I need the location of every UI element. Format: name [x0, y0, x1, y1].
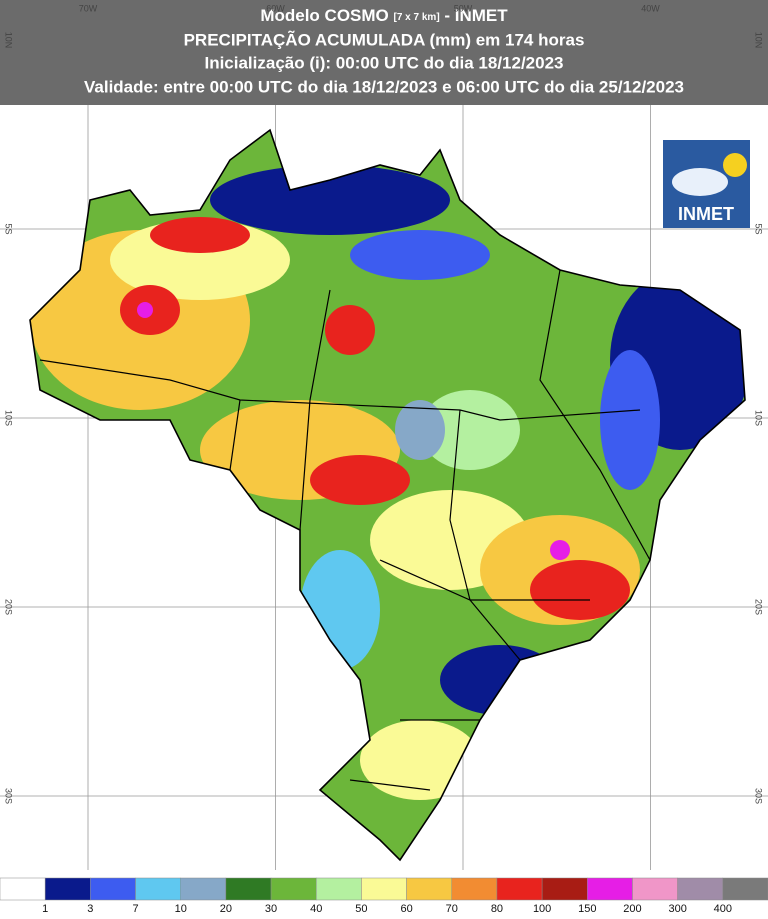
- legend-swatch: [677, 877, 724, 901]
- header-bar: [0, 0, 768, 105]
- legend-swatch: [0, 877, 46, 901]
- title-line-2: PRECIPITAÇÃO ACUMULADA (mm) em 174 horas: [184, 29, 585, 49]
- legend-label: 7: [132, 903, 138, 915]
- legend-label: 400: [714, 903, 732, 915]
- lat-label-right: 10N: [754, 32, 764, 49]
- legend-swatch: [406, 877, 453, 901]
- state-borders: [39, 269, 651, 791]
- lat-label-left: 10N: [4, 32, 14, 49]
- legend-swatch: [180, 877, 227, 901]
- legend-label: 150: [578, 903, 596, 915]
- legend-label: 10: [175, 903, 187, 915]
- legend-swatch: [361, 877, 407, 901]
- lat-label-right: 10S: [754, 410, 764, 426]
- lon-label: 70W: [79, 3, 98, 13]
- legend-label: 40: [310, 903, 322, 915]
- legend-label: 300: [668, 903, 686, 915]
- model: Modelo COSMO: [260, 6, 388, 25]
- legend-label: 60: [400, 903, 412, 915]
- lat-label-right: 20S: [754, 599, 764, 615]
- legend: 1 3 7 10 20 30 40 50 60 70 80 100 150 200 300 400: [0, 877, 768, 915]
- lat-label-right: 5S: [754, 223, 764, 234]
- legend-swatch: [225, 877, 272, 901]
- legend-label: 70: [446, 903, 458, 915]
- legend-swatch: [315, 877, 362, 901]
- legend-swatch: [496, 877, 543, 901]
- legend-swatch: [135, 877, 181, 901]
- legend-swatch: [451, 877, 498, 901]
- source: - INMET: [444, 6, 508, 25]
- legend-swatch: [541, 877, 588, 901]
- lat-label-left: 30S: [4, 788, 14, 804]
- legend-label: 50: [355, 903, 367, 915]
- legend-label: 100: [533, 903, 551, 915]
- logo-text: INMET: [678, 204, 734, 224]
- lon-label: 60W: [266, 3, 285, 13]
- lat-label-left: 5S: [4, 223, 14, 234]
- legend-label: 1: [42, 903, 48, 915]
- legend-swatch: [722, 877, 768, 901]
- lat-label-left: 10S: [4, 410, 14, 426]
- legend-label: 200: [623, 903, 641, 915]
- legend-label: 20: [220, 903, 232, 915]
- legend-swatch: [270, 877, 317, 901]
- lat-label-right: 30S: [754, 788, 764, 804]
- inmet-logo: INMET: [663, 140, 750, 228]
- lon-label: 50W: [454, 3, 473, 13]
- title-line-3: Inicialização (i): 00:00 UTC do dia 18/1…: [204, 53, 563, 72]
- resolution: [7 x 7 km]: [394, 12, 440, 23]
- lon-label: 40W: [641, 3, 660, 13]
- title-line-4: Validade: entre 00:00 UTC do dia 18/12/2…: [84, 77, 684, 96]
- legend-swatch: [90, 877, 136, 901]
- legend-swatch: [632, 877, 678, 901]
- precip-field: [30, 130, 745, 860]
- legend-label: 3: [87, 903, 93, 915]
- legend-label: 80: [491, 903, 503, 915]
- legend-swatch: [587, 877, 633, 901]
- legend-swatch: [44, 877, 91, 901]
- title-line-1: Modelo COSMO [7 x 7 km] - INMET: [260, 6, 508, 25]
- lat-label-left: 20S: [4, 599, 14, 615]
- legend-label: 30: [265, 903, 277, 915]
